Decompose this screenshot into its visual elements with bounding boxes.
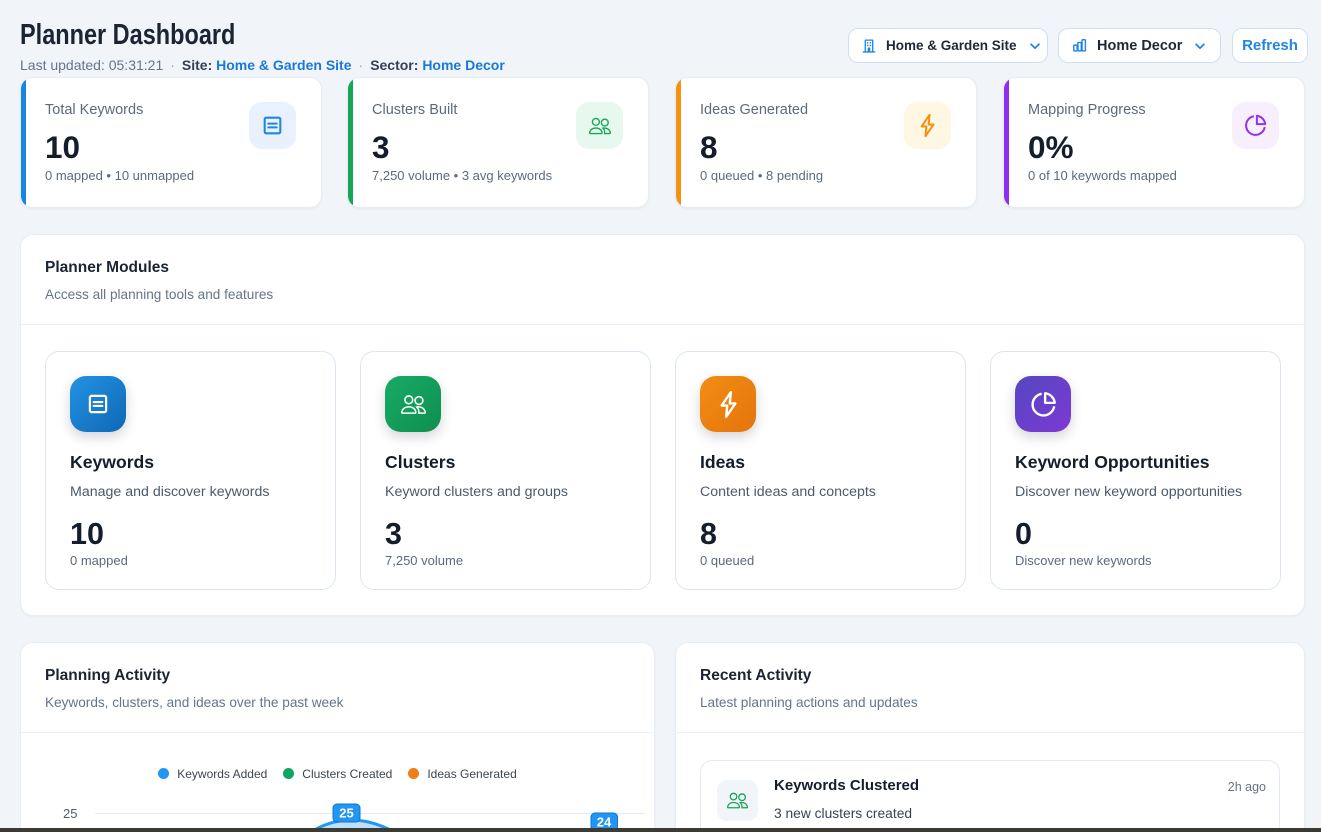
svg-text:24: 24 xyxy=(597,815,612,830)
svg-text:25: 25 xyxy=(63,806,77,821)
svg-text:25: 25 xyxy=(339,806,353,821)
